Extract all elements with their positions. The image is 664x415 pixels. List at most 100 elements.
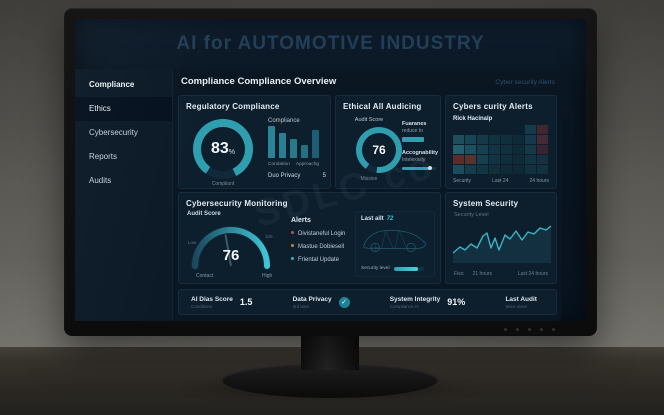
bezel-button-icon <box>552 328 555 331</box>
gauge-min-label: Low <box>188 240 197 245</box>
monitor: AI for AUTOMOTIVE INDUSTRY Compliance Et… <box>64 8 597 336</box>
axis-label: Approachg <box>295 162 320 167</box>
heatmap-cell <box>477 135 488 144</box>
heatmap-cell <box>513 125 524 134</box>
card-title: Ethical All Audicing <box>343 102 422 111</box>
heatmap-cell <box>489 145 500 154</box>
check-icon: ✓ <box>338 296 350 308</box>
car-wireframe-icon <box>363 229 426 253</box>
heatmap-cell <box>489 155 500 164</box>
audit-score-label: Audit Score <box>187 211 221 217</box>
bar-chart-label: Compliance <box>268 118 300 124</box>
alert-item[interactable]: Friental Update <box>291 257 339 263</box>
gauge-arc <box>191 226 271 270</box>
audit-score-donut-gauge: 76 <box>356 127 402 173</box>
last-audit-label: Last ailt <box>361 216 384 222</box>
stat-sublabel: Compliance AI <box>389 303 419 309</box>
gauge-value: 76 <box>222 247 240 264</box>
app-title: AI for AUTOMOTIVE INDUSTRY <box>176 33 485 54</box>
heatmap-cell <box>537 145 548 154</box>
card-title: Cybersecurity Monitoring <box>186 199 288 208</box>
heatmap-cell <box>525 135 536 144</box>
axis-label: Condation <box>268 162 290 167</box>
alert-item[interactable]: Mastue Dobiesell <box>291 244 344 250</box>
card-cybersecurity-monitoring: Cybersecurity Monitoring Audit Score <box>178 192 441 284</box>
heatmap-label: Rick Hacinalp <box>453 116 493 122</box>
metric-fairness: Fuaranes reduce to <box>402 121 438 142</box>
alert-item[interactable]: Divistaneful Login <box>291 231 345 237</box>
security-level-track <box>393 266 424 271</box>
bezel-button-icon <box>516 328 519 331</box>
heatmap-cell <box>525 125 536 134</box>
heatmap-cell <box>513 165 524 174</box>
footer-label: Last 24 hours <box>517 271 548 277</box>
compliance-bar-chart <box>268 125 326 158</box>
gauge-value: 83 <box>210 140 229 157</box>
heatmap-cell <box>537 125 548 134</box>
heatmap-cell <box>513 145 524 154</box>
gauge-sublabel: Mission <box>360 176 378 182</box>
stats-bar: AI Dias Score Conditions 1.5 Data Privac… <box>178 289 557 315</box>
alert-dot-icon <box>291 244 294 247</box>
screen-header: AI for AUTOMOTIVE INDUSTRY <box>75 19 586 69</box>
card-system-security: System Security Security Level Fiss: 21 … <box>445 192 557 284</box>
bezel-button-icon <box>540 328 543 331</box>
card-cybersecurity-alerts: Cybers curity Alerts Rick Hacinalp Secur… <box>445 95 557 189</box>
security-level-label: Security Level <box>454 212 489 218</box>
heatmap-cell <box>513 155 524 164</box>
sidebar-item-reports[interactable]: Reports <box>89 152 118 161</box>
sidebar-item-compliance[interactable]: Compliance <box>89 80 135 89</box>
heatmap-cell <box>453 145 464 154</box>
heatmap-cell <box>501 135 512 144</box>
stat-label: System Integrity <box>389 295 441 303</box>
heatmap-cell <box>489 165 500 174</box>
audit-score-label: Audit Score <box>354 117 384 123</box>
gauge-unit: % <box>228 148 236 156</box>
bar <box>301 145 308 158</box>
footer-label: 21 hours <box>472 271 493 277</box>
heatmap-cell <box>465 165 476 174</box>
footer-label: Fiss: <box>454 271 465 277</box>
gauge-center: 76 <box>362 133 396 167</box>
heatmap-cell <box>477 155 488 164</box>
card-ethical-auditing: Ethical All Audicing Audit Score 76 Miss… <box>335 95 441 189</box>
footer-label: Security <box>453 178 472 184</box>
heatmap-cell <box>501 145 512 154</box>
card-title: Cybers curity Alerts <box>453 102 533 111</box>
heatmap-cell <box>453 165 464 174</box>
heatmap-cell <box>525 165 536 174</box>
sidebar-item-cybersecurity[interactable]: Cybersecurity <box>89 128 138 137</box>
gauge-right-label: High <box>262 273 273 279</box>
security-alerts-link[interactable]: Cyber security Alerts <box>495 79 555 86</box>
heatmap-cell <box>537 165 548 174</box>
sidebar-item-audits[interactable]: Audits <box>89 176 112 185</box>
bar-chart-axis: Condation Approachg <box>268 162 326 167</box>
heatmap-cell <box>453 125 464 134</box>
card-title: System Security <box>453 199 519 208</box>
main-panel: Compliance Compliance Overview Cyber sec… <box>173 69 561 321</box>
gauge-value: 76 <box>372 143 386 157</box>
heatmap-cell <box>453 135 464 144</box>
security-level-bar <box>393 266 418 271</box>
risk-heatmap <box>453 125 548 174</box>
heatmap-cell <box>513 135 524 144</box>
heatmap-cell <box>465 155 476 164</box>
alert-text: Divistaneful Login <box>298 231 346 237</box>
last-audit-header: Last ailt 72 <box>361 216 429 222</box>
sidebar-item-ethics[interactable]: Ethics <box>75 97 172 121</box>
bar <box>268 126 275 158</box>
footer-label: Duo Privacy <box>268 173 301 179</box>
bezel-button-icon <box>504 328 507 331</box>
alert-dot-icon <box>291 231 294 234</box>
stat-value: 1.5 <box>239 297 253 307</box>
stat-label: Data Privacy <box>292 295 332 303</box>
line-chart-area <box>453 226 551 263</box>
alert-dot-icon <box>291 257 294 260</box>
bar <box>312 130 319 158</box>
accountability-track <box>402 166 436 170</box>
sidebar: Compliance Ethics Cybersecurity Reports … <box>75 69 173 321</box>
metric-sublabel: reduce to <box>402 128 423 134</box>
heatmap-cell <box>525 145 536 154</box>
page-title: Compliance Compliance Overview <box>181 76 337 87</box>
